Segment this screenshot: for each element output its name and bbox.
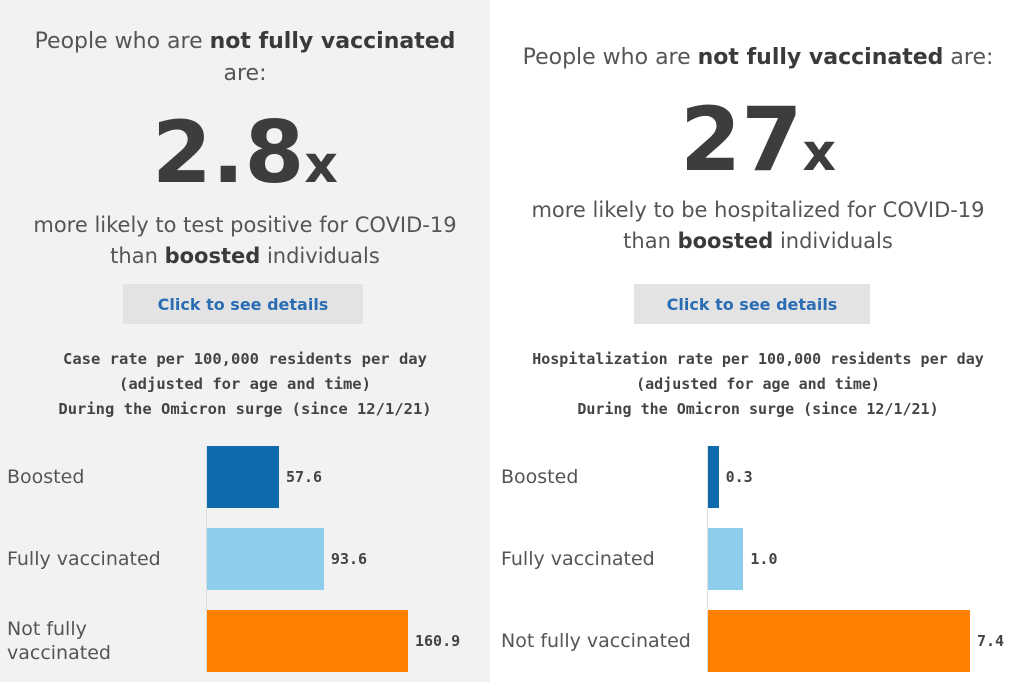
left-sub-line2-bold: boosted	[164, 244, 261, 268]
right-label-not-fully-vaccinated: Not fully vaccinated	[501, 629, 691, 653]
left-label-boosted: Boosted	[7, 465, 84, 489]
right-subtext: more likely to be hospitalized for COVID…	[492, 195, 1024, 257]
left-sub-line1: more likely to test positive for COVID-1…	[33, 213, 457, 237]
right-sub-line2-bold: boosted	[677, 229, 774, 253]
right-chart-axis	[707, 446, 708, 672]
right-big-number: 27	[679, 88, 803, 191]
right-value-not-fully-vaccinated: 7.4	[977, 632, 1005, 650]
left-chart-title-line1: Case rate per 100,000 residents per day	[63, 350, 427, 368]
left-headline-bold: not fully vaccinated	[209, 29, 456, 54]
left-bar-not-fully-vaccinated	[207, 610, 408, 672]
right-bar-boosted	[708, 446, 719, 508]
left-value-boosted: 57.6	[285, 468, 323, 486]
right-bar-not-fully-vaccinated	[708, 610, 970, 672]
left-chart-title: Case rate per 100,000 residents per day …	[0, 347, 490, 422]
right-panel: People who are not fully vaccinated are:…	[492, 0, 1024, 682]
left-label-boosted-line1: Boosted	[7, 466, 85, 488]
left-label-not-fully-vaccinated-line2: vaccinated	[7, 642, 111, 664]
left-sub-line2-pre: than	[110, 244, 165, 268]
right-chart-title-line1: Hospitalization rate per 100,000 residen…	[532, 350, 984, 368]
right-sub-line1: more likely to be hospitalized for COVID…	[531, 198, 985, 222]
left-label-fully-vaccinated-line1: Fully vaccinated	[7, 548, 161, 570]
left-sub-line2-post: individuals	[260, 244, 380, 268]
left-bar-fully-vaccinated	[207, 528, 324, 590]
right-headline-pre: People who are	[522, 45, 698, 70]
right-headline: People who are not fully vaccinated are:	[492, 42, 1024, 74]
left-label-fully-vaccinated: Fully vaccinated	[7, 547, 161, 571]
left-label-not-fully-vaccinated-line1: Not fully	[7, 618, 87, 640]
right-chart-title: Hospitalization rate per 100,000 residen…	[492, 347, 1024, 422]
right-sub-line2-post: individuals	[773, 229, 893, 253]
right-label-boosted: Boosted	[501, 465, 578, 489]
left-headline-pre: People who are	[34, 29, 210, 54]
right-chart-title-line3: During the Omicron surge (since 12/1/21)	[577, 400, 939, 418]
right-label-not-fully-vaccinated-line1: Not fully vaccinated	[501, 630, 691, 652]
right-value-fully-vaccinated: 1.0	[750, 550, 778, 568]
left-value-not-fully-vaccinated: 160.9	[415, 632, 461, 650]
left-chart-title-line3: During the Omicron surge (since 12/1/21)	[58, 400, 432, 418]
left-panel: People who are not fully vaccinated are:…	[0, 0, 490, 682]
left-details-button[interactable]: Click to see details	[123, 284, 363, 324]
right-big-suffix: x	[802, 123, 836, 183]
right-label-boosted-line1: Boosted	[501, 466, 579, 488]
left-big-multiplier: 2.8x	[0, 110, 490, 196]
right-headline-post: are:	[943, 45, 994, 70]
right-label-fully-vaccinated-line1: Fully vaccinated	[501, 548, 655, 570]
left-value-fully-vaccinated: 93.6	[330, 550, 368, 568]
right-headline-bold: not fully vaccinated	[697, 45, 944, 70]
right-value-boosted: 0.3	[725, 468, 753, 486]
left-big-suffix: x	[304, 135, 338, 195]
right-bar-fully-vaccinated	[708, 528, 744, 590]
left-headline-post: are:	[223, 61, 267, 86]
left-headline: People who are not fully vaccinated are:	[0, 26, 490, 90]
right-label-fully-vaccinated: Fully vaccinated	[501, 547, 655, 571]
right-sub-line2-pre: than	[623, 229, 678, 253]
left-bar-boosted	[207, 446, 279, 508]
right-details-button[interactable]: Click to see details	[634, 284, 870, 324]
right-big-multiplier: 27x	[492, 96, 1024, 184]
left-chart-title-line2: (adjusted for age and time)	[119, 375, 371, 393]
right-chart-title-line2: (adjusted for age and time)	[636, 375, 880, 393]
left-label-not-fully-vaccinated: Not fully vaccinated	[7, 617, 111, 665]
left-chart-axis	[206, 446, 207, 672]
left-subtext: more likely to test positive for COVID-1…	[0, 210, 490, 272]
left-big-number: 2.8	[152, 103, 305, 203]
